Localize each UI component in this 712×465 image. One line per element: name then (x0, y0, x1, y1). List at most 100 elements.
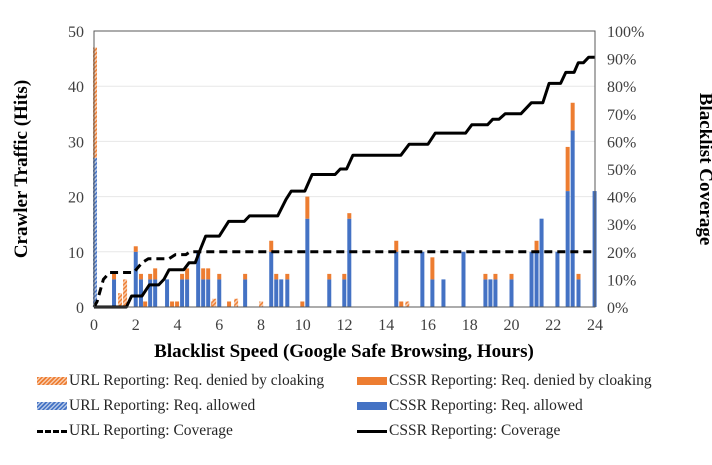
legend-swatch-url-allowed (37, 402, 67, 410)
bar-cssr-denied (565, 146, 570, 192)
bar-cssr-allowed (509, 279, 514, 307)
bar-cssr-denied (153, 268, 158, 280)
bar-url-denied (118, 293, 123, 307)
y2-tick-label: 10% (607, 272, 636, 289)
bar-cssr-denied (483, 273, 488, 280)
x-tick-label: 6 (215, 317, 223, 334)
bar-cssr-allowed (185, 279, 190, 307)
bar-cssr-denied (148, 273, 153, 280)
plot-frame (93, 30, 596, 308)
line-url-coverage (92, 250, 595, 308)
bar-cssr-allowed (217, 279, 222, 307)
y-tick-label: 0 (76, 300, 84, 317)
bar-cssr-denied (201, 268, 206, 280)
line-cssr-coverage (94, 55, 595, 309)
x-tick-label: 16 (420, 317, 436, 334)
legend-swatch-cssr-allowed (357, 402, 387, 410)
bar-url-denied (234, 298, 239, 307)
bar-cssr-denied (112, 273, 117, 280)
bar-cssr-allowed (576, 279, 581, 307)
y2-tick-label: 40% (607, 190, 636, 207)
bar-cssr-allowed (488, 279, 493, 307)
bar-cssr-denied (133, 246, 138, 252)
bar-cssr-denied (206, 268, 211, 280)
y2-tick-label: 50% (607, 162, 636, 179)
bar-cssr-denied (394, 240, 399, 252)
y2-tick-label: 70% (607, 107, 636, 124)
x-tick-label: 12 (337, 317, 353, 334)
bar-cssr-denied (285, 273, 290, 280)
bar-cssr-allowed (133, 251, 138, 307)
bar-cssr-denied (327, 273, 332, 280)
bar-cssr-denied (180, 273, 185, 280)
coverage-lines (92, 55, 595, 309)
bar-cssr-allowed (342, 279, 347, 307)
bar-cssr-allowed (206, 279, 211, 307)
bar-cssr-allowed (269, 251, 274, 307)
bar-cssr-allowed (327, 279, 332, 307)
y2-tick-label: 60% (607, 134, 636, 151)
bar-cssr-denied (534, 240, 539, 252)
y2-axis-title: Blacklist Coverage (695, 93, 712, 246)
bar-cssr-allowed (565, 191, 570, 307)
y2-tick-label: 80% (607, 79, 636, 96)
x-tick-label: 4 (174, 317, 182, 334)
bar-cssr-denied (570, 102, 575, 131)
bar-cssr-denied (217, 273, 222, 280)
y2-tick-label: 30% (607, 217, 636, 234)
bar-cssr-denied (305, 196, 310, 219)
bar-url-denied (405, 301, 410, 307)
bar-cssr-denied (243, 273, 248, 280)
bar-url-denied (212, 298, 217, 307)
legend-item-cssr-denied: CSSR Reporting: Req. denied by cloaking (357, 372, 652, 390)
legend-item-cssr-allowed: CSSR Reporting: Req. allowed (357, 397, 583, 415)
y-tick-label: 40 (68, 79, 84, 96)
bar-cssr-allowed (305, 218, 310, 307)
bar-cssr-allowed (243, 279, 248, 307)
bar-cssr-denied (493, 273, 498, 280)
x-tick-label: 0 (90, 317, 98, 334)
bar-cssr-allowed (430, 279, 435, 307)
bar-cssr-allowed (555, 251, 560, 307)
bar-cssr-allowed (180, 279, 185, 307)
bar-cssr-allowed (138, 279, 143, 307)
y2-tick-label: 100% (607, 24, 644, 41)
bar-cssr-allowed (420, 251, 425, 307)
bar-cssr-allowed (483, 279, 488, 307)
bar-cssr-allowed (461, 251, 466, 307)
x-tick-label: 14 (378, 317, 394, 334)
bar-url-denied (259, 301, 264, 307)
bar-cssr-allowed (153, 279, 158, 307)
bar-cssr-allowed (112, 279, 117, 307)
bar-cssr-allowed (394, 251, 399, 307)
bar-cssr-allowed (347, 218, 352, 307)
bar-url-allowed (93, 157, 97, 307)
legend-item-url-denied: URL Reporting: Req. denied by cloaking (37, 372, 324, 390)
bar-cssr-denied (300, 301, 305, 307)
y2-tick-label: 0% (607, 300, 628, 317)
bar-cssr-allowed (493, 279, 498, 307)
x-tick-label: 22 (545, 317, 561, 334)
x-tick-label: 2 (132, 317, 140, 334)
bar-url-denied (93, 47, 97, 158)
legend-item-cssr-coverage: CSSR Reporting: Coverage (357, 422, 560, 440)
legend-swatch-url-coverage (37, 429, 67, 433)
bar-cssr-denied (185, 268, 190, 280)
bar-cssr-allowed (148, 279, 153, 307)
legend-label: CSSR Reporting: Req. denied by cloaking (389, 372, 652, 389)
x-tick-label: 18 (462, 317, 478, 334)
bar-cssr-allowed (165, 279, 170, 307)
bar-cssr-denied (509, 273, 514, 280)
legend-swatch-cssr-coverage (357, 429, 387, 433)
y-tick-label: 10 (68, 245, 84, 262)
bar-url-denied (123, 279, 128, 307)
bar-cssr-denied (430, 257, 435, 280)
bar-cssr-allowed (534, 251, 539, 307)
bar-cssr-allowed (279, 279, 284, 307)
y2-tick-label: 20% (607, 245, 636, 262)
bar-cssr-allowed (441, 279, 446, 307)
y-axis-ticks: 0 10 20 30 40 50 (68, 24, 84, 317)
legend-label: URL Reporting: Coverage (69, 422, 233, 439)
x-tick-label: 20 (504, 317, 520, 334)
